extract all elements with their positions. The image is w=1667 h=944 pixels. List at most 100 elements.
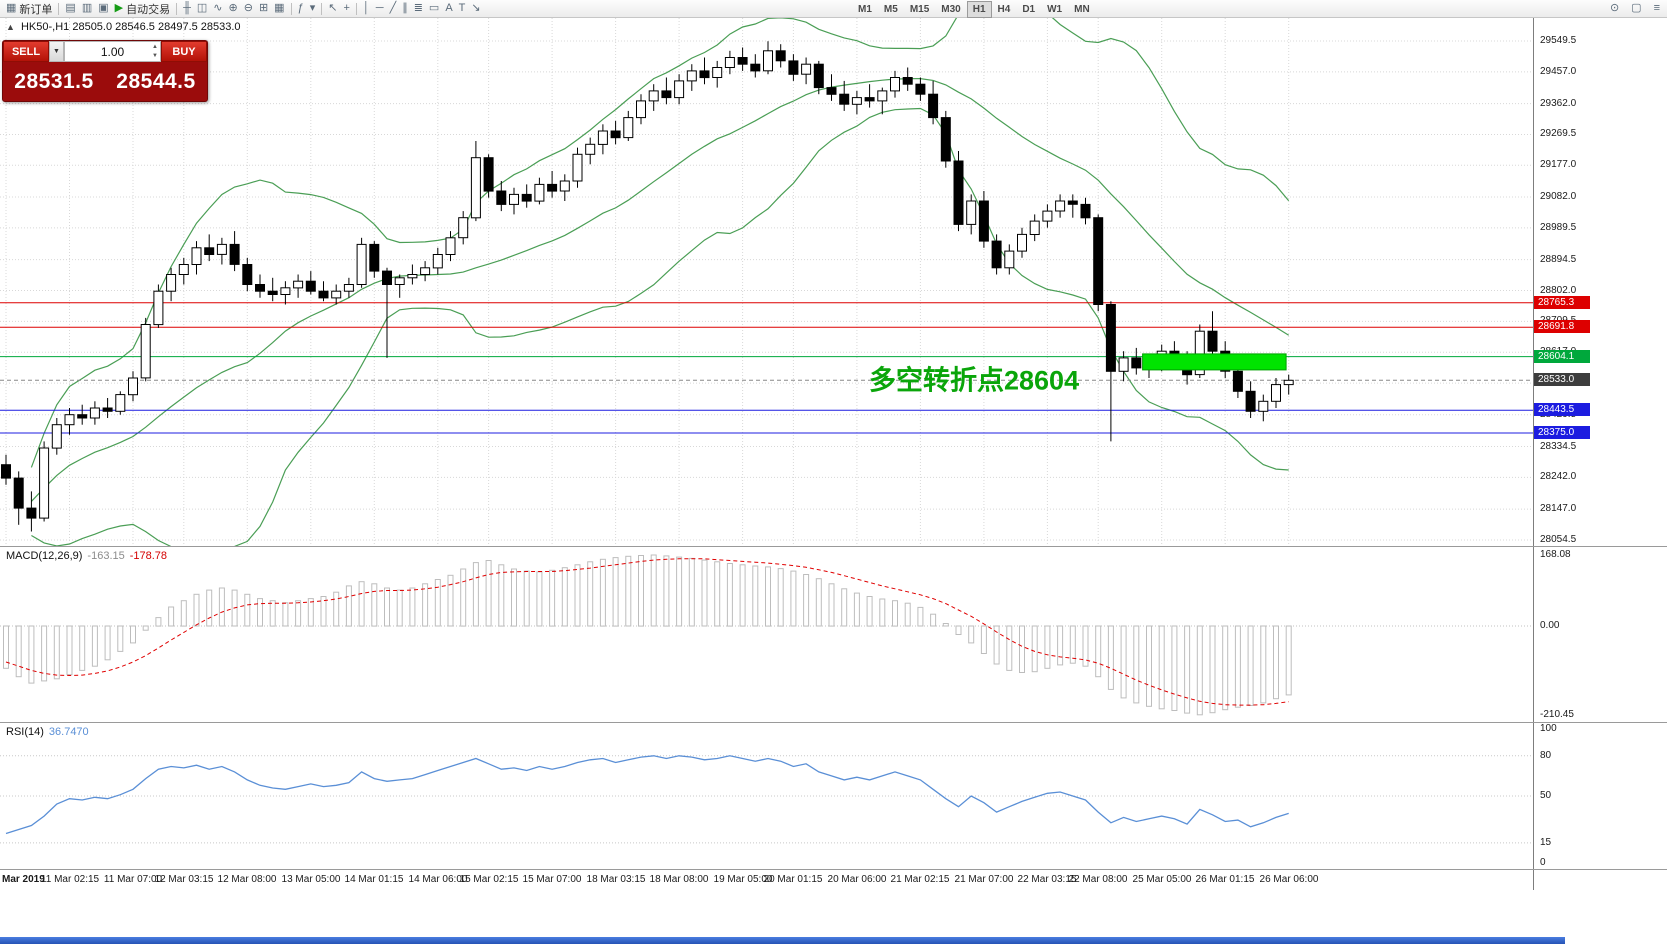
profiles-icon: ▤ <box>65 2 76 14</box>
macd-histogram-bar <box>955 625 962 635</box>
price-tick: 28334.5 <box>1540 441 1577 452</box>
label-button[interactable]: T <box>456 1 469 16</box>
candle <box>1131 357 1142 369</box>
sell-button[interactable]: SELL <box>3 41 49 62</box>
rsi-tick: 50 <box>1540 790 1552 801</box>
templates-dropdown-button[interactable]: ▾ <box>307 1 319 16</box>
horizontal-line-button[interactable]: ─ <box>373 1 387 16</box>
main-chart[interactable]: 多空转折点28604 <box>0 0 1533 553</box>
fibonacci-button[interactable]: ≣ <box>411 1 426 16</box>
timeframe-d1[interactable]: D1 <box>1022 4 1036 15</box>
new-order-button[interactable]: ▦ 新订单 <box>3 1 55 16</box>
timeframe-w1[interactable]: W1 <box>1047 4 1063 15</box>
vertical-line-button[interactable]: │ <box>360 1 373 16</box>
candle <box>64 414 75 426</box>
price-level-tag: 28375.0 <box>1534 426 1590 439</box>
candle <box>978 200 989 242</box>
candle <box>623 117 634 139</box>
candle <box>699 70 710 79</box>
timeframe-h1[interactable]: H1 <box>966 1 992 18</box>
candle <box>280 287 291 295</box>
macd-histogram-bar <box>714 561 721 627</box>
text-button[interactable]: A <box>442 1 455 16</box>
candle <box>343 284 354 292</box>
volume-input[interactable]: 1.00 ▲ ▼ <box>64 41 161 62</box>
zoom-out-button[interactable]: ⊖ <box>241 1 256 16</box>
macd-panel[interactable] <box>0 547 1533 722</box>
profiles-button[interactable]: ▤ <box>62 1 78 16</box>
time-axis[interactable]: Mar 2019 11 Mar 02:15 11 Mar 07:00 12 Mar 0… <box>0 870 1533 890</box>
price-tick: 29269.5 <box>1540 128 1577 139</box>
arrows-button[interactable]: ↘ <box>468 1 483 16</box>
panel-separator[interactable] <box>0 722 1667 723</box>
candle <box>356 243 367 285</box>
candle <box>204 247 215 256</box>
chart-annotation[interactable]: 多空转折点28604 <box>869 365 1079 396</box>
autotrading-button[interactable]: ▶ 自动交易 <box>112 1 173 16</box>
toolbars-button[interactable]: ≡ <box>1651 1 1663 16</box>
channel-button[interactable]: ∥ <box>399 1 411 16</box>
macd-histogram-bar <box>1120 625 1127 699</box>
data-window-button[interactable]: ▣ <box>95 1 111 16</box>
timeframe-h4[interactable]: H4 <box>997 4 1011 15</box>
time-label: 22 Mar 08:00 <box>1068 874 1128 885</box>
candle <box>534 183 545 202</box>
macd-histogram-bar <box>1044 625 1051 669</box>
candle <box>940 117 951 162</box>
macd-histogram-bar <box>917 606 924 627</box>
buy-button[interactable]: BUY <box>161 41 207 62</box>
timeframe-m30[interactable]: M30 <box>941 4 961 15</box>
tile-windows-button[interactable]: ⊞ <box>256 1 271 16</box>
highlight-box[interactable] <box>1142 353 1287 371</box>
macd-histogram-bar <box>790 570 797 627</box>
toolbar: ▦ 新订单 ▤ ▥ ▣ ▶ 自动交易 ╫ ◫ ∿ ⊕ ⊖ ⊞ ▦ ƒ ▾ ↖ + │ ─ ╱ ∥ ≣ ▭ A T ↘ M1 M5 M15… <box>0 0 1667 18</box>
time-label: 18 Mar 03:15 <box>586 874 646 885</box>
shapes-button[interactable]: ▭ <box>426 1 442 16</box>
macd-histogram-bar <box>625 555 632 627</box>
toolbars-icon: ≡ <box>1653 2 1660 14</box>
macd-histogram-bar <box>1222 625 1229 711</box>
crosshair-button[interactable]: + <box>340 1 352 16</box>
grid-button[interactable]: ▦ <box>271 1 287 16</box>
rsi-panel[interactable] <box>0 723 1533 869</box>
zoom-in-button[interactable]: ⊕ <box>226 1 241 16</box>
candle <box>229 243 240 265</box>
price-level-tag: 28765.3 <box>1534 296 1590 309</box>
candle <box>305 280 316 292</box>
line-chart-button[interactable]: ∿ <box>210 1 225 16</box>
trendline-button[interactable]: ╱ <box>387 1 400 16</box>
price-svg[interactable]: 多空转折点28604 <box>0 0 1533 553</box>
timeframe-m15[interactable]: M15 <box>909 4 930 15</box>
panel-separator[interactable] <box>0 546 1667 547</box>
macd-svg[interactable] <box>0 547 1533 722</box>
rsi-svg[interactable] <box>0 723 1533 869</box>
macd-histogram-bar <box>1057 625 1064 666</box>
macd-label: MACD(12,26,9) -163.15 -178.78 <box>6 550 167 562</box>
market-watch-button[interactable]: ▥ <box>79 1 95 16</box>
macd-histogram-bar <box>1209 625 1216 714</box>
macd-histogram-bar <box>434 579 441 627</box>
candle <box>788 60 799 75</box>
windows-button[interactable]: ▢ <box>1628 1 1644 16</box>
macd-histogram-bar <box>1260 625 1267 704</box>
timeframe-mn[interactable]: MN <box>1074 4 1090 15</box>
candlestick-chart-button[interactable]: ◫ <box>194 1 210 16</box>
volume-spinner[interactable]: ▲ ▼ <box>152 44 158 59</box>
collapse-panel-icon[interactable]: ▲ <box>6 22 15 32</box>
price-tick: 29082.0 <box>1540 191 1577 202</box>
new-order-icon: ▦ <box>6 2 17 14</box>
search-button[interactable]: ⊙ <box>1607 1 1622 16</box>
price-axis[interactable]: 29549.5 29457.0 29362.0 29269.5 29177.0 29082… <box>1533 18 1667 890</box>
timeframe-group: M1 M5 M15 M30 H1 H4 D1 W1 MN <box>852 1 1096 18</box>
bar-chart-button[interactable]: ╫ <box>180 1 194 16</box>
macd-signal-value: -178.78 <box>129 550 168 562</box>
indicators-button[interactable]: ƒ <box>295 1 307 16</box>
timeframe-m1[interactable]: M1 <box>858 4 872 15</box>
cursor-button[interactable]: ↖ <box>325 1 340 16</box>
candle <box>140 324 151 379</box>
sell-price[interactable]: 28531.5 <box>14 69 94 93</box>
buy-price[interactable]: 28544.5 <box>116 69 196 93</box>
arrows-icon: ↘ <box>471 2 481 14</box>
volume-dropdown-button[interactable]: ▼ <box>49 41 64 62</box>
timeframe-m5[interactable]: M5 <box>883 4 898 15</box>
